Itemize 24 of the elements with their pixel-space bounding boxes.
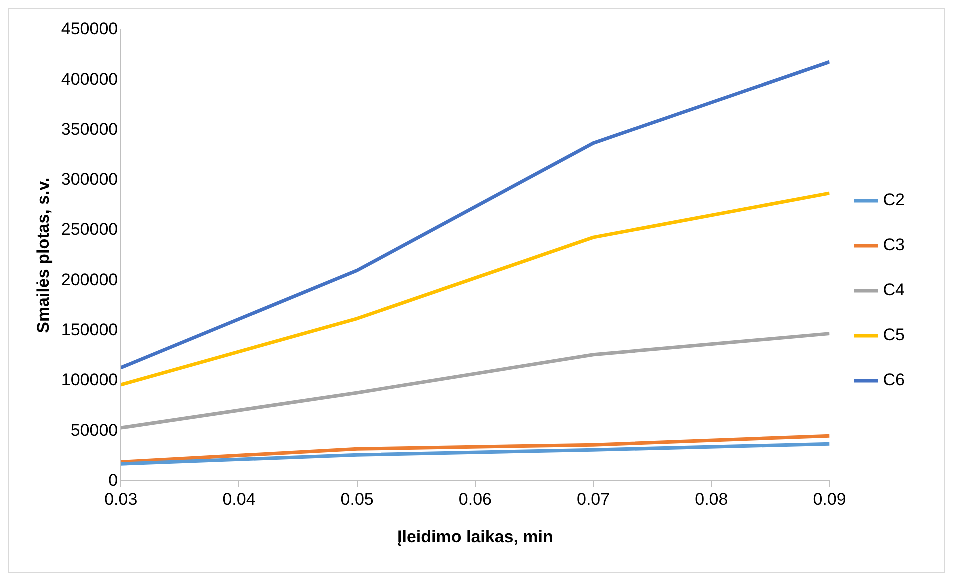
y-tick-label: 400000	[61, 70, 118, 89]
y-tick-label: 450000	[61, 20, 118, 39]
x-axis-title: Įleidimo laikas, min	[398, 527, 554, 546]
x-tick-label: 0.06	[458, 490, 492, 510]
x-tick-label: 0.04	[222, 490, 256, 510]
legend-label: C5	[883, 326, 906, 345]
legend-label: C3	[883, 236, 906, 255]
y-tick-label: 0	[108, 470, 118, 490]
x-tick-label: 0.05	[340, 490, 374, 510]
y-tick-label: 150000	[61, 320, 118, 340]
y-tick-label: 300000	[61, 170, 118, 190]
y-tick-label: 100000	[61, 370, 118, 390]
y-tick-label: 250000	[61, 220, 118, 240]
x-tick-label: 0.08	[695, 490, 728, 510]
y-tick-label: 200000	[61, 270, 118, 290]
legend-label: C4	[883, 280, 906, 300]
y-tick-label: 50000	[70, 420, 118, 440]
y-tick-label: 350000	[61, 120, 118, 139]
y-axis-title: Smailės plotas, s.v.	[34, 178, 53, 334]
legend-label: C6	[883, 370, 906, 390]
x-tick-label: 0.09	[813, 490, 846, 510]
x-tick-label: 0.07	[577, 490, 610, 510]
x-tick-label: 0.03	[104, 490, 138, 510]
legend-label: C2	[883, 190, 906, 210]
